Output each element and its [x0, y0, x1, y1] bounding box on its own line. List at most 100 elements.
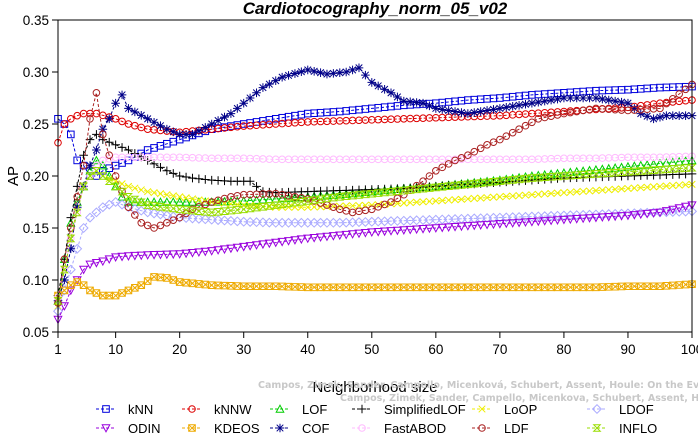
data-point-odin: [290, 236, 300, 245]
legend-item-ldf: LDF: [472, 421, 529, 434]
data-point-odin: [207, 247, 217, 256]
series-kdeos: [54, 273, 696, 300]
data-point-inflo: [508, 176, 518, 184]
data-point-loop: [553, 189, 562, 197]
data-point-odin: [386, 227, 396, 236]
legend-marker-knnw: [188, 405, 196, 413]
data-point-loop: [137, 186, 145, 194]
data-point-ldf: [150, 224, 158, 232]
series-ldf: [54, 80, 696, 307]
data-point-kdeos: [227, 282, 235, 290]
legend-marker-odin: [101, 424, 111, 433]
data-point-cof: [117, 90, 127, 100]
data-point-ldf: [425, 172, 434, 180]
data-point-simplifiedlof: [117, 143, 127, 152]
data-point-inflo: [53, 297, 63, 305]
data-point-cof: [681, 111, 690, 120]
data-point-odin: [335, 231, 345, 241]
data-point-cof: [444, 106, 453, 115]
data-point-loop: [432, 197, 440, 205]
data-point-odin: [130, 251, 140, 261]
data-point-kdeos: [681, 280, 690, 289]
data-point-lof: [648, 159, 659, 168]
data-point-odin: [591, 213, 601, 223]
data-point-kdeos: [92, 289, 101, 297]
data-point-odin: [546, 216, 556, 226]
data-point-ldf: [92, 89, 101, 97]
data-point-lof: [91, 155, 102, 165]
data-point-ldf: [457, 154, 466, 162]
data-point-inflo: [143, 201, 153, 209]
data-point-cof: [98, 124, 108, 134]
data-point-ldof: [155, 209, 166, 220]
data-point-cof: [469, 108, 479, 117]
data-point-odin: [258, 240, 268, 250]
series-cof: [53, 63, 697, 306]
data-point-cof: [245, 93, 255, 103]
data-point-odin: [578, 214, 588, 224]
legend-label-fastabod: FastABOD: [384, 421, 446, 434]
data-point-odin: [392, 226, 403, 236]
data-point-kdeos: [502, 283, 511, 292]
data-point-cof: [156, 121, 165, 131]
data-point-odin: [187, 248, 198, 258]
data-point-cof: [418, 98, 428, 108]
y-tick-label: 0.30: [23, 65, 49, 80]
data-point-ldf: [496, 135, 504, 144]
data-point-loop: [188, 195, 197, 203]
data-point-odin: [226, 244, 236, 254]
data-point-inflo: [72, 208, 82, 217]
data-point-odin: [271, 238, 281, 248]
data-point-cof: [309, 67, 319, 76]
legend-marker-loop: [478, 405, 486, 413]
data-point-cof: [482, 106, 492, 115]
data-point-inflo: [610, 168, 620, 177]
data-point-kdeos: [169, 276, 178, 284]
data-point-cof: [354, 63, 364, 73]
data-point-kdeos: [387, 283, 395, 292]
data-point-kdeos: [547, 283, 555, 292]
data-point-loop: [150, 188, 158, 197]
data-point-ldf: [521, 121, 530, 130]
data-point-odin: [661, 207, 672, 216]
y-axis: 0.05 0.10 0.15 0.20 0.25 0.30 0.35: [23, 13, 58, 340]
data-point-ldof: [200, 214, 211, 225]
data-point-loop: [105, 174, 113, 183]
data-point-cof: [604, 95, 614, 105]
data-point-loop: [534, 190, 542, 198]
data-point-inflo: [597, 169, 607, 178]
data-point-simplifiedlof: [188, 173, 197, 183]
data-point-ldf: [451, 156, 459, 165]
data-point-inflo: [553, 172, 563, 181]
data-point-odin: [360, 228, 371, 238]
data-point-inflo: [79, 182, 89, 191]
data-point-cof: [559, 93, 569, 103]
data-point-ldf: [124, 203, 133, 211]
data-point-cof: [168, 127, 178, 137]
data-point-cof: [668, 111, 678, 120]
data-point-kdeos: [316, 283, 325, 292]
data-point-odin: [264, 239, 274, 249]
data-point-ldf: [393, 194, 402, 203]
data-point-odin: [668, 205, 678, 215]
data-point-inflo: [674, 164, 684, 173]
data-point-loop: [131, 184, 139, 192]
data-point-ldof: [225, 215, 236, 226]
data-point-loop: [310, 203, 318, 211]
data-point-kdeos: [163, 274, 171, 282]
data-point-kdeos: [118, 289, 126, 297]
data-point-kdeos: [361, 283, 370, 292]
data-point-odin: [559, 215, 569, 225]
data-point-odin: [456, 222, 467, 232]
data-point-loop: [348, 202, 357, 210]
x-tick-label: 90: [620, 342, 635, 357]
data-point-odin: [655, 208, 665, 218]
data-point-simplifiedlof: [104, 137, 114, 147]
data-point-loop: [457, 195, 466, 203]
data-point-odin: [463, 222, 473, 231]
data-point-loop: [547, 189, 555, 198]
data-point-inflo: [533, 173, 543, 182]
data-point-loop: [169, 192, 177, 200]
data-point-cof: [450, 107, 460, 116]
data-point-odin: [315, 233, 326, 243]
